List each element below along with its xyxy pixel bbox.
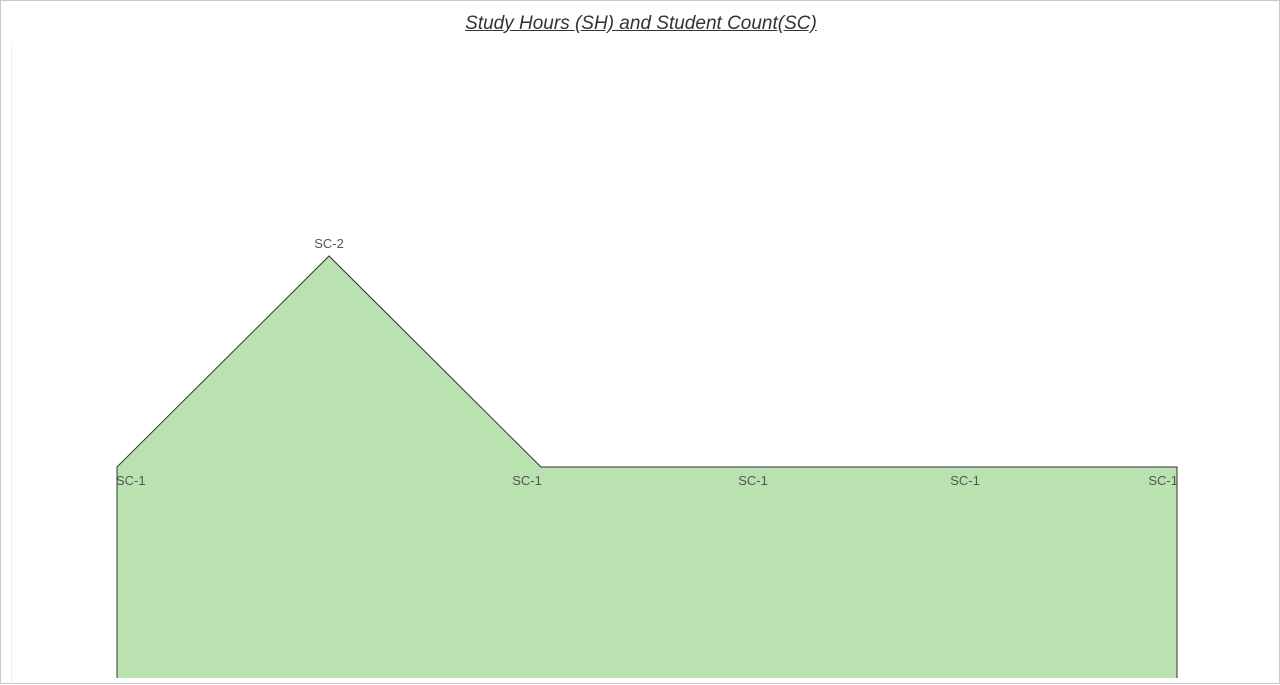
data-point-5: [964, 466, 966, 468]
data-label-5: SC-1: [950, 473, 980, 488]
chart-title: Study Hours (SH) and Student Count(SC): [465, 13, 817, 34]
data-label-3: SC-1: [512, 473, 542, 488]
data-point-6: [1176, 466, 1178, 468]
data-label-2: SC-2: [314, 236, 344, 251]
data-label-1: SC-1: [116, 473, 146, 488]
data-point-3: [540, 466, 542, 468]
data-label-4: SC-1: [738, 473, 768, 488]
area-line-series-0: [116, 255, 1178, 678]
data-label-6: SC-1: [1148, 473, 1178, 488]
plot-area: [11, 43, 1280, 685]
data-point-1: [116, 466, 118, 468]
data-point-4: [752, 466, 754, 468]
data-point-2: [328, 255, 330, 257]
